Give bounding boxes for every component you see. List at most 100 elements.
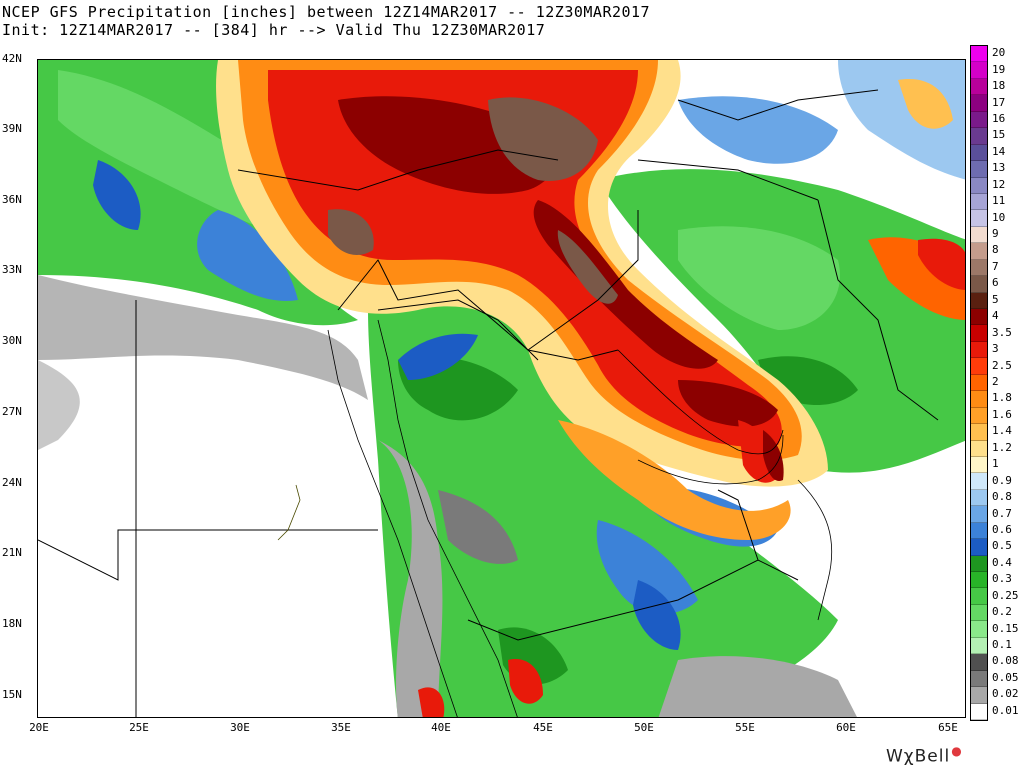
color-scale-swatch [971, 259, 987, 277]
color-scale-swatch [971, 621, 987, 638]
gray-patch-west [38, 360, 80, 450]
color-scale-label: 17 [992, 95, 1006, 109]
color-scale-label: 5 [992, 292, 999, 306]
border-jordan-saudi [377, 299, 539, 361]
wxbell-logo-text: WχBell [886, 746, 951, 767]
color-scale-label: 15 [992, 128, 1006, 142]
color-scale-label: 20 [992, 46, 1006, 60]
color-scale-swatch [971, 309, 987, 326]
color-scale-label: 0.25 [992, 588, 1019, 602]
border-levant-iraq [337, 259, 619, 361]
color-scale-swatch [971, 407, 987, 425]
blue-patch-jordan [398, 333, 478, 380]
color-scale-swatch [971, 424, 987, 441]
precipitation-color-scale [970, 45, 988, 721]
color-scale-swatch [971, 325, 987, 342]
lat-label: 30N [2, 334, 22, 347]
color-scale-swatch [971, 243, 987, 260]
color-scale-label: 11 [992, 194, 1006, 208]
lon-label: 60E [836, 721, 856, 734]
color-scale-swatch [971, 358, 987, 375]
color-scale-label: 7 [992, 259, 999, 273]
color-scale-label: 14 [992, 144, 1006, 158]
gray-patch-hejaz [438, 490, 518, 564]
color-scale-swatch [971, 276, 987, 293]
color-scale-swatch [971, 670, 987, 688]
coast-oman [797, 479, 833, 621]
blue-patch-east-med [197, 210, 298, 301]
color-scale-swatch [971, 539, 987, 556]
color-scale-swatch [971, 226, 987, 244]
lat-label: 18N [2, 617, 22, 630]
gray-patch-yemen-oman [658, 656, 857, 717]
color-scale-label: 13 [992, 161, 1006, 175]
lon-label: 55E [735, 721, 755, 734]
yellow-patch-northeast [898, 79, 953, 129]
brown-patch-east-turkey [488, 97, 598, 181]
color-scale-swatch [971, 604, 987, 622]
color-scale-label: 0.6 [992, 522, 1012, 536]
color-scale-swatch [971, 341, 987, 359]
coast-red-sea-east [377, 319, 518, 717]
color-scale-swatch [971, 703, 987, 720]
lon-label: 20E [29, 721, 49, 734]
color-scale-swatch [971, 522, 987, 540]
color-scale-label: 0.15 [992, 621, 1019, 635]
color-scale-swatch [971, 292, 987, 310]
color-scale-label: 1 [992, 457, 999, 471]
precipitation-map-graphic [38, 60, 965, 717]
color-scale-label: 0.9 [992, 473, 1012, 487]
lon-label: 50E [634, 721, 654, 734]
border-saudi-yemen-oman [467, 559, 799, 641]
color-scale-swatch [971, 78, 987, 96]
color-scale-swatch [971, 572, 987, 589]
coast-persian-gulf-north [617, 349, 784, 455]
lon-label: 25E [129, 721, 149, 734]
blue-patch-aegean [93, 160, 141, 230]
color-scale-swatch [971, 177, 987, 194]
color-scale-swatch [971, 654, 987, 671]
lon-label: 40E [431, 721, 451, 734]
color-scale-label: 2.5 [992, 358, 1012, 372]
color-scale-label: 12 [992, 177, 1006, 191]
blue-patch-empty-quarter [633, 580, 681, 650]
color-scale-label: 2 [992, 375, 999, 388]
map-title-line-2: Init: 12Z14MAR2017 -- [384] hr --> Valid… [2, 21, 546, 39]
wxbell-logo-dot-icon: ● [951, 744, 963, 758]
color-scale-label: 3.5 [992, 325, 1012, 339]
color-scale-swatch [971, 111, 987, 129]
color-scale-label: 9 [992, 227, 999, 241]
border-turkey-south [237, 149, 559, 191]
color-scale-swatch [971, 489, 987, 507]
color-scale-label: 3 [992, 342, 999, 356]
country-borders [38, 89, 939, 717]
color-scale-label: 19 [992, 62, 1006, 76]
color-scale-label: 0.2 [992, 605, 1012, 619]
gray-band-north-africa [38, 275, 368, 400]
coastlines [277, 319, 833, 717]
color-scale-swatch [971, 473, 987, 490]
color-scale-swatch [971, 46, 987, 63]
border-iraq-iran [527, 210, 639, 351]
color-scale-swatch [971, 161, 987, 178]
color-scale-label: 0.1 [992, 638, 1012, 652]
border-iran-north [637, 159, 819, 201]
green-light-iran-plateau [678, 226, 840, 330]
lon-label: 35E [331, 721, 351, 734]
border-caucasus-asia [677, 89, 879, 121]
lon-label: 65E [938, 721, 958, 734]
color-scale-swatch [971, 687, 987, 704]
color-scale-label: 1.2 [992, 440, 1012, 454]
color-scale-swatch [971, 637, 987, 655]
lat-label: 42N [2, 52, 22, 65]
lat-label: 39N [2, 122, 22, 135]
brown-patch-syria [328, 209, 374, 255]
color-scale-label: 0.4 [992, 555, 1012, 569]
color-scale-label: 18 [992, 79, 1006, 93]
red-patch-pakistan [918, 238, 965, 290]
color-scale-label: 6 [992, 276, 999, 290]
red-patch-eritrea [418, 687, 445, 717]
color-scale-label: 1.4 [992, 424, 1012, 438]
red-patch-yemen [508, 659, 543, 704]
color-scale-swatch [971, 391, 987, 408]
